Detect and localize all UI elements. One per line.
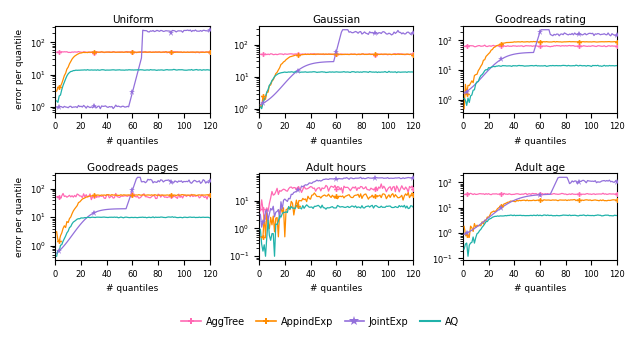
Title: Uniform: Uniform [111, 15, 154, 25]
Title: Adult hours: Adult hours [306, 163, 366, 173]
Legend: AggTree, AppindExp, JointExp, AQ: AggTree, AppindExp, JointExp, AQ [177, 313, 463, 331]
Title: Goodreads pages: Goodreads pages [87, 163, 178, 173]
Y-axis label: error per quantile: error per quantile [15, 177, 24, 257]
X-axis label: # quantiles: # quantiles [514, 284, 566, 294]
Title: Gaussian: Gaussian [312, 15, 360, 25]
Title: Adult age: Adult age [515, 163, 565, 173]
Y-axis label: error per quantile: error per quantile [15, 29, 24, 109]
X-axis label: # quantiles: # quantiles [310, 284, 362, 294]
X-axis label: # quantiles: # quantiles [310, 137, 362, 146]
X-axis label: # quantiles: # quantiles [514, 137, 566, 146]
X-axis label: # quantiles: # quantiles [106, 137, 159, 146]
X-axis label: # quantiles: # quantiles [106, 284, 159, 294]
Title: Goodreads rating: Goodreads rating [495, 15, 586, 25]
